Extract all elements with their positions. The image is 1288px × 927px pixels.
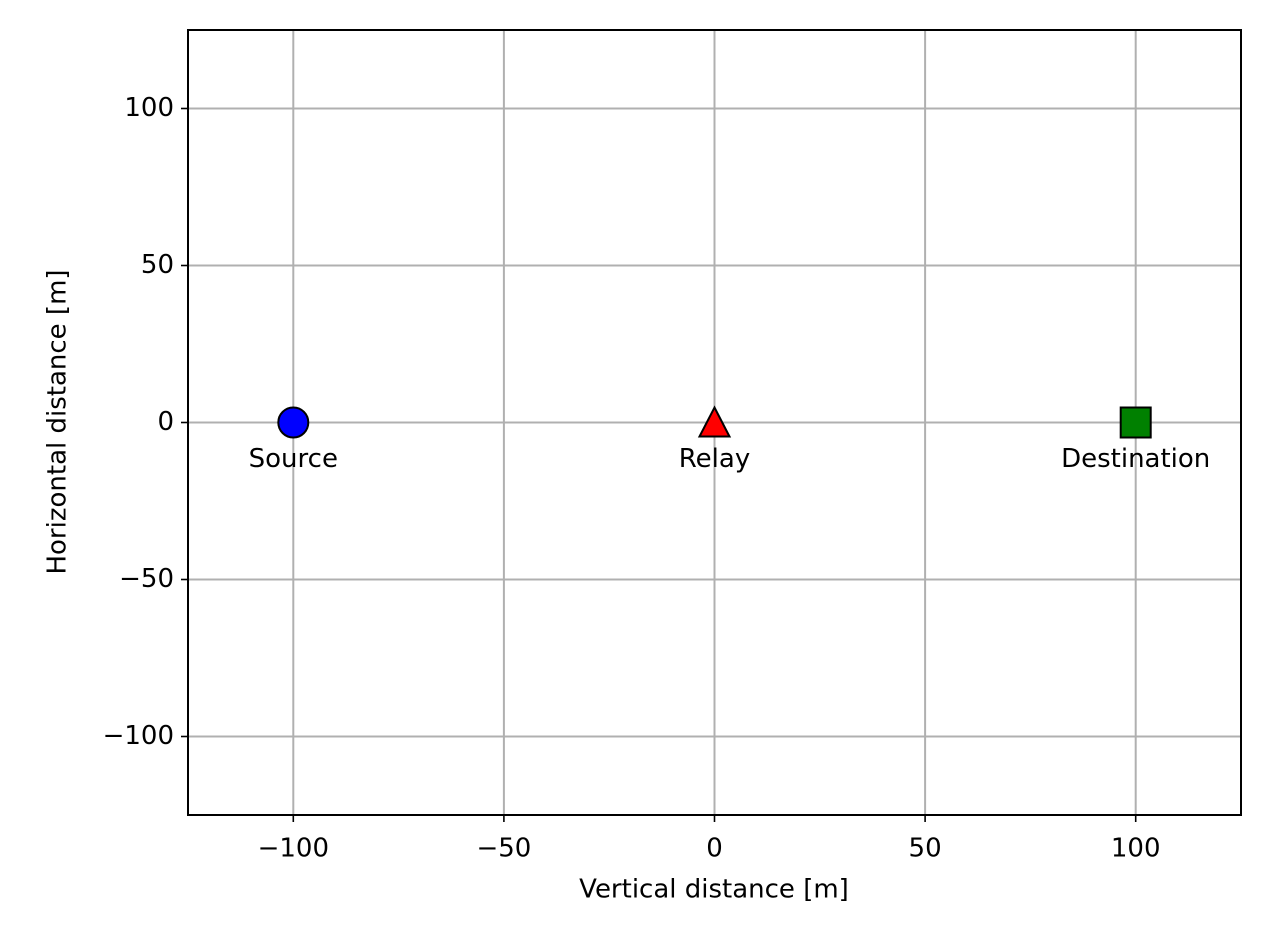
y-axis-label: Horizontal distance [m] bbox=[43, 269, 73, 574]
y-tick-label: 0 bbox=[157, 407, 174, 437]
x-tick-label: 0 bbox=[706, 834, 723, 864]
x-tick-label: 50 bbox=[909, 834, 942, 864]
x-tick-label: 100 bbox=[1111, 834, 1161, 864]
x-axis-label: Vertical distance [m] bbox=[579, 875, 849, 905]
point-label: Relay bbox=[679, 444, 750, 474]
y-tick-label: 50 bbox=[141, 250, 174, 280]
point bbox=[1119, 406, 1152, 439]
x-tick-label: −100 bbox=[258, 834, 329, 864]
point-label: Source bbox=[249, 444, 338, 474]
y-tick-label: −100 bbox=[103, 721, 174, 751]
point bbox=[277, 406, 310, 439]
y-tick-label: 100 bbox=[124, 93, 174, 123]
x-tick-label: −50 bbox=[476, 834, 531, 864]
point-label: Destination bbox=[1061, 444, 1210, 474]
point bbox=[697, 405, 732, 438]
y-tick-label: −50 bbox=[119, 564, 174, 594]
plot-frame bbox=[187, 29, 1242, 816]
